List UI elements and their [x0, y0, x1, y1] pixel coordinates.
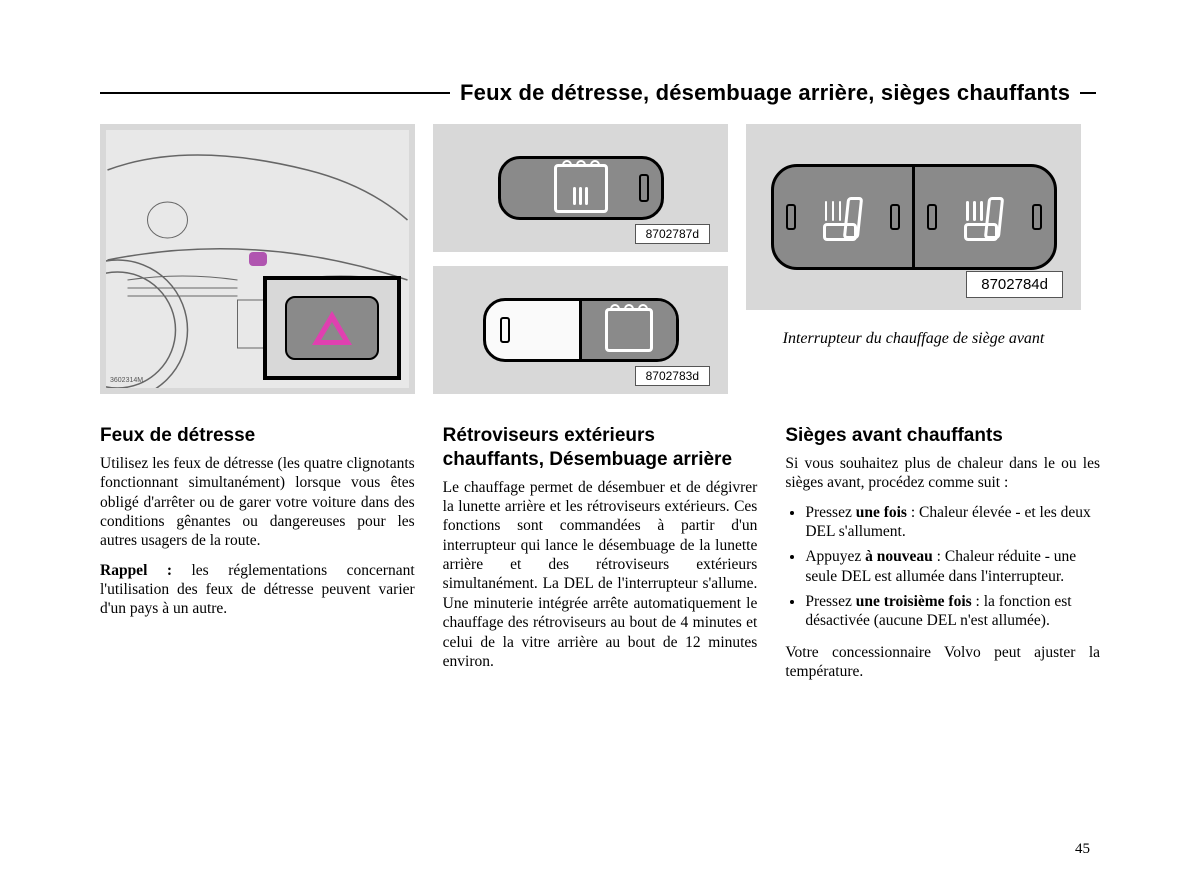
- page-title: Feux de détresse, désembuage arrière, si…: [450, 80, 1080, 106]
- fig4-id: 8702784d: [966, 271, 1063, 298]
- rear-defrost-button: [498, 156, 664, 220]
- heated-seat-icon: [962, 195, 1006, 239]
- fig2-id: 8702787d: [635, 224, 710, 244]
- seat-heater-switch: [771, 164, 1057, 270]
- led-indicator: [1032, 204, 1042, 230]
- list-item: Pressez une troisième fois : la fonction…: [805, 592, 1100, 631]
- fig-defrost-column: 8702787d 8702783d: [433, 124, 728, 394]
- fig-defrost-split: 8702783d: [433, 266, 728, 394]
- hazard-p1: Utilisez les feux de détresse (les quatr…: [100, 454, 415, 551]
- list-item: Pressez une fois : Chaleur élevée - et l…: [805, 503, 1100, 542]
- heading-defrost: Rétroviseurs extérieurs chauffants, Dése…: [443, 424, 758, 472]
- led-indicator: [500, 317, 510, 343]
- fig3-id: 8702783d: [635, 366, 710, 386]
- led-indicator: [786, 204, 796, 230]
- defrost-icon: [605, 308, 653, 352]
- column-seats: Sièges avant chauffants Si vous souhaite…: [785, 424, 1100, 692]
- led-indicator: [890, 204, 900, 230]
- seats-steps: Pressez une fois : Chaleur élevée - et l…: [785, 503, 1100, 631]
- manual-page: Feux de détresse, désembuage arrière, si…: [0, 0, 1200, 886]
- mirror-defrost-button: [483, 298, 679, 362]
- hazard-button-location: [249, 252, 267, 266]
- figures-row: 3602314M 8702787d 8702783d: [100, 124, 1100, 394]
- seats-outro: Votre concessionnaire Volvo peut ajuster…: [785, 643, 1100, 682]
- heading-seats: Sièges avant chauffants: [785, 424, 1100, 448]
- fig-dashboard: 3602314M: [100, 124, 415, 394]
- led-indicator: [639, 174, 649, 202]
- fig-defrost-single: 8702787d: [433, 124, 728, 252]
- page-title-row: Feux de détresse, désembuage arrière, si…: [100, 80, 1100, 106]
- defrost-icon: [554, 164, 608, 213]
- rule-right: [1080, 92, 1096, 95]
- text-columns: Feux de détresse Utilisez les feux de dé…: [100, 424, 1100, 692]
- heading-hazard: Feux de détresse: [100, 424, 415, 448]
- column-hazard: Feux de détresse Utilisez les feux de dé…: [100, 424, 415, 692]
- rule-left: [100, 92, 450, 95]
- seats-intro: Si vous souhaitez plus de chaleur dans l…: [785, 454, 1100, 493]
- fig-seat-heat-column: 8702784d Interrupteur du chauffage de si…: [746, 124, 1081, 348]
- fig1-id: 3602314M: [110, 377, 143, 384]
- fig-seat-heat: 8702784d: [746, 124, 1081, 310]
- page-number: 45: [1075, 841, 1090, 858]
- column-defrost: Rétroviseurs extérieurs chauffants, Dése…: [443, 424, 758, 692]
- heated-seat-icon: [821, 195, 865, 239]
- hazard-p2: Rappel : les réglementations concernant …: [100, 561, 415, 619]
- hazard-inset: [263, 276, 401, 380]
- hazard-triangle-icon: [312, 311, 352, 345]
- defrost-p1: Le chauffage permet de désembuer et de d…: [443, 478, 758, 672]
- list-item: Appuyez à nouveau : Chaleur réduite - un…: [805, 547, 1100, 586]
- led-indicator: [927, 204, 937, 230]
- hazard-warning-button: [285, 296, 379, 360]
- seat-heat-caption: Interrupteur du chauffage de siège avant: [746, 330, 1081, 348]
